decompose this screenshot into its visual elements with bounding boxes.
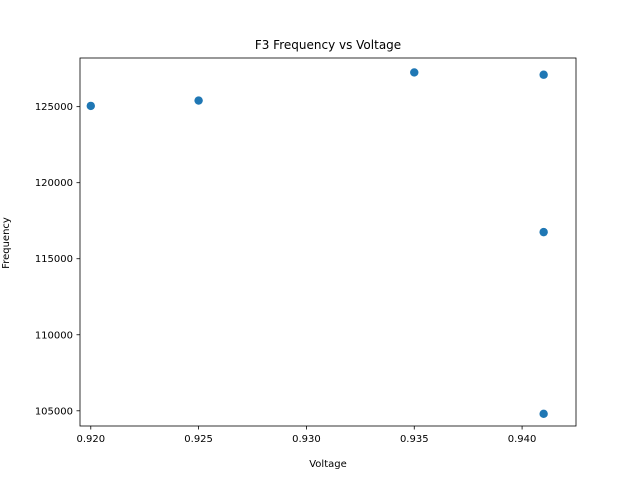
y-tick-label-3: 120000 <box>35 178 73 189</box>
data-point-3 <box>539 70 548 79</box>
y-axis-label: Frequency <box>1 217 12 269</box>
data-point-1 <box>194 96 203 105</box>
x-tick-label-0: 0.920 <box>76 434 105 445</box>
x-tick-label-3: 0.935 <box>400 434 429 445</box>
y-tick-label-2: 115000 <box>35 254 73 265</box>
data-point-0 <box>86 101 95 111</box>
plot-area: 0.920 0.925 0.930 0.935 0.940 105000 110000 115… <box>35 57 577 445</box>
y-tick-label-0: 105000 <box>35 406 73 417</box>
y-tick-label-4: 125000 <box>35 102 73 113</box>
x-tick-label-4: 0.940 <box>508 434 537 445</box>
axes-frame <box>79 57 577 427</box>
chart-title: F3 Frequency vs Voltage <box>255 38 401 52</box>
y-tick-label-1: 110000 <box>35 330 73 341</box>
data-point-2 <box>410 68 419 77</box>
x-axis-label: Voltage <box>309 459 347 470</box>
x-tick-label-1: 0.925 <box>184 434 213 445</box>
data-point-4 <box>539 227 548 237</box>
x-tick-label-2: 0.930 <box>292 434 321 445</box>
data-point-5 <box>539 409 548 419</box>
